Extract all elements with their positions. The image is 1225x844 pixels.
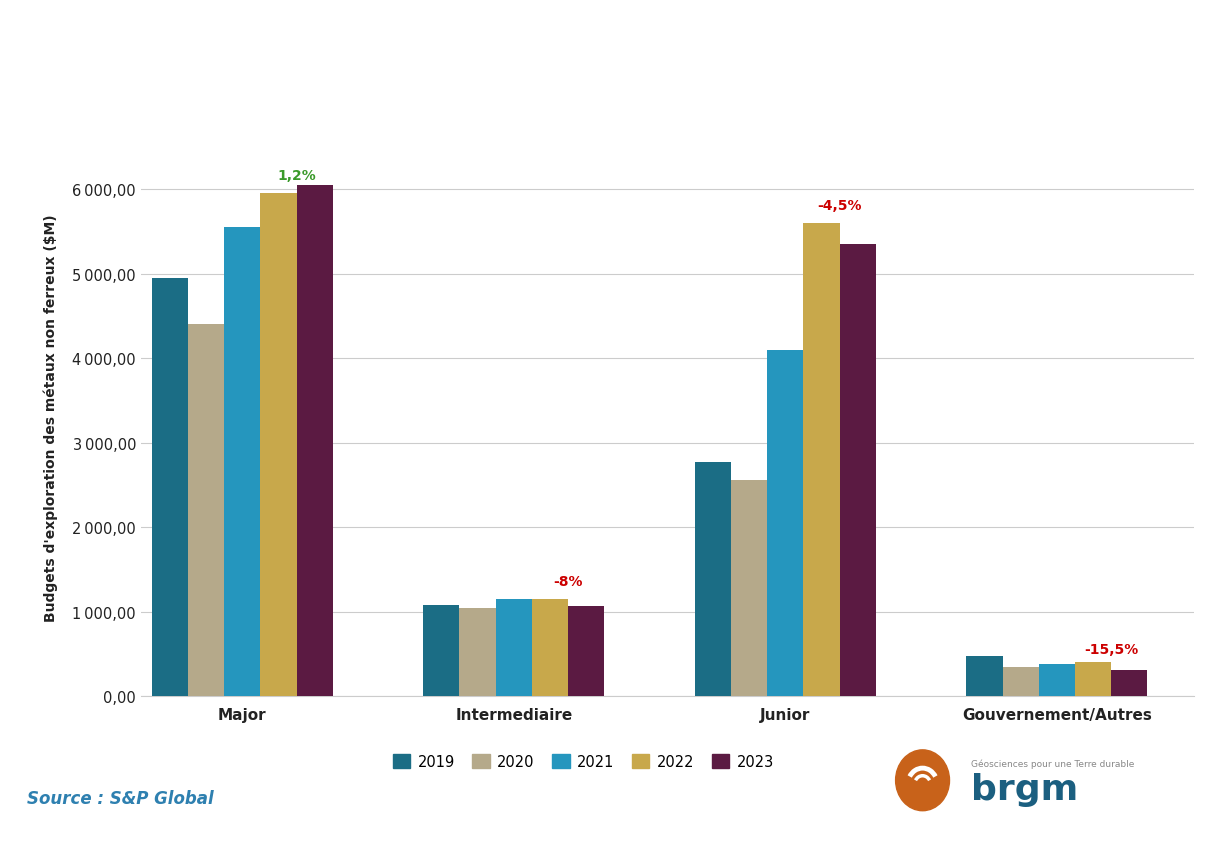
Circle shape — [895, 750, 949, 811]
Bar — [695, 463, 731, 696]
Bar — [839, 245, 876, 696]
Bar — [496, 599, 532, 696]
Bar — [187, 325, 224, 696]
Bar — [296, 186, 333, 696]
Text: -4,5%: -4,5% — [817, 198, 862, 213]
Bar — [152, 279, 187, 696]
Bar — [1039, 664, 1074, 696]
Text: 1,2%: 1,2% — [277, 169, 316, 183]
Legend: 2019, 2020, 2021, 2022, 2023: 2019, 2020, 2021, 2022, 2023 — [387, 749, 779, 776]
Text: -8%: -8% — [554, 574, 583, 588]
Bar — [767, 350, 804, 696]
Text: brgm: brgm — [971, 772, 1079, 806]
Bar — [1074, 663, 1111, 696]
Text: -15,5%: -15,5% — [1084, 641, 1138, 656]
Text: Évolution des budgets d'exploration par type de compagnies sur les 5 dernières a: Évolution des budgets d'exploration par … — [22, 42, 1061, 66]
Bar — [224, 228, 261, 696]
Bar — [459, 609, 496, 696]
Bar — [532, 599, 568, 696]
Bar — [731, 480, 767, 696]
Bar — [967, 656, 1002, 696]
Y-axis label: Budgets d'exploration des métaux non ferreux ($M): Budgets d'exploration des métaux non fer… — [44, 214, 59, 621]
Bar — [261, 194, 296, 696]
Bar — [804, 224, 839, 696]
Bar — [1002, 668, 1039, 696]
Text: Source : S&P Global: Source : S&P Global — [27, 788, 213, 807]
Text: Géosciences pour une Terre durable: Géosciences pour une Terre durable — [971, 758, 1134, 768]
Bar — [424, 606, 459, 696]
Bar — [1111, 670, 1148, 696]
Bar — [568, 606, 604, 696]
